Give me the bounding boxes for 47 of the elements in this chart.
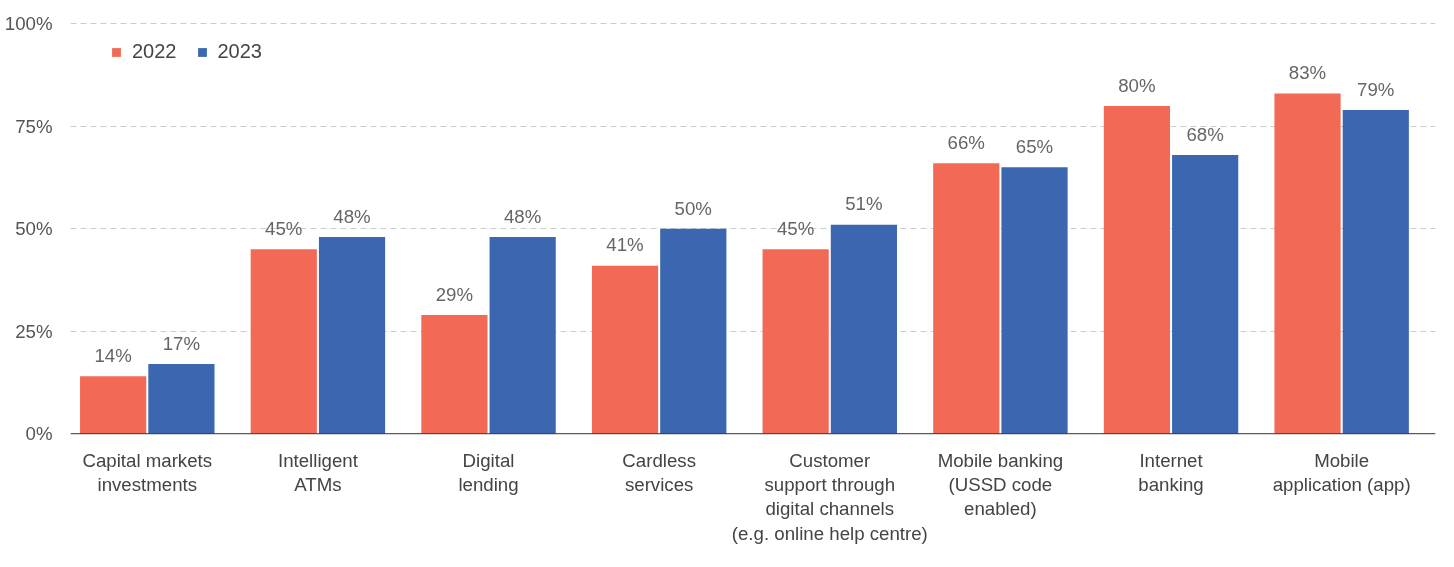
data-label: 45% (776, 218, 815, 240)
bar (1103, 105, 1171, 434)
data-label: 17% (162, 332, 201, 354)
data-label: 80% (1118, 74, 1156, 96)
legend-label: 2022 (132, 40, 177, 63)
bar (1172, 155, 1239, 434)
bar (1001, 167, 1068, 434)
data-label: 51% (845, 193, 883, 215)
bar (762, 249, 829, 434)
x-tick-label: Internet banking (1138, 450, 1204, 496)
x-tick-label: Capital markets investments (82, 450, 213, 496)
data-label: 41% (606, 234, 644, 256)
data-label: 29% (435, 283, 474, 305)
y-tick-label: 25% (15, 320, 53, 342)
data-label: 48% (333, 205, 371, 227)
bar (933, 163, 1000, 434)
y-tick-label: 100% (4, 13, 53, 35)
bar (318, 237, 386, 434)
bar (1274, 93, 1341, 434)
bar (830, 224, 898, 434)
data-label: 83% (1288, 62, 1327, 84)
x-tick-label: Intelligent ATMs (277, 450, 359, 496)
x-tick-label: Mobile banking (USSD code enabled) (937, 450, 1064, 520)
data-label: 48% (503, 205, 542, 227)
y-tick-label: 0% (25, 423, 53, 445)
data-label: 79% (1357, 78, 1395, 100)
bar (80, 376, 147, 434)
y-tick-label: 75% (15, 115, 53, 137)
bar (148, 364, 215, 434)
data-label: 65% (1015, 136, 1054, 158)
data-label: 45% (265, 218, 303, 240)
data-label: 14% (94, 345, 132, 367)
x-tick-label: Digital lending (458, 450, 519, 496)
data-label: 66% (947, 132, 985, 154)
bar (1342, 109, 1409, 434)
bar (250, 249, 317, 434)
bar (489, 237, 556, 434)
bar (591, 265, 659, 434)
x-tick-label: Mobile application (app) (1272, 450, 1411, 496)
bar (421, 314, 488, 434)
data-label: 50% (674, 197, 712, 219)
legend-label: 2023 (217, 40, 262, 63)
x-tick-label: Cardless services (622, 450, 696, 496)
bar (660, 228, 727, 434)
data-label: 68% (1186, 123, 1224, 145)
y-tick-label: 50% (15, 218, 53, 240)
x-tick-label: Customer support through digital channels (e.g. online help centre) (731, 450, 928, 544)
